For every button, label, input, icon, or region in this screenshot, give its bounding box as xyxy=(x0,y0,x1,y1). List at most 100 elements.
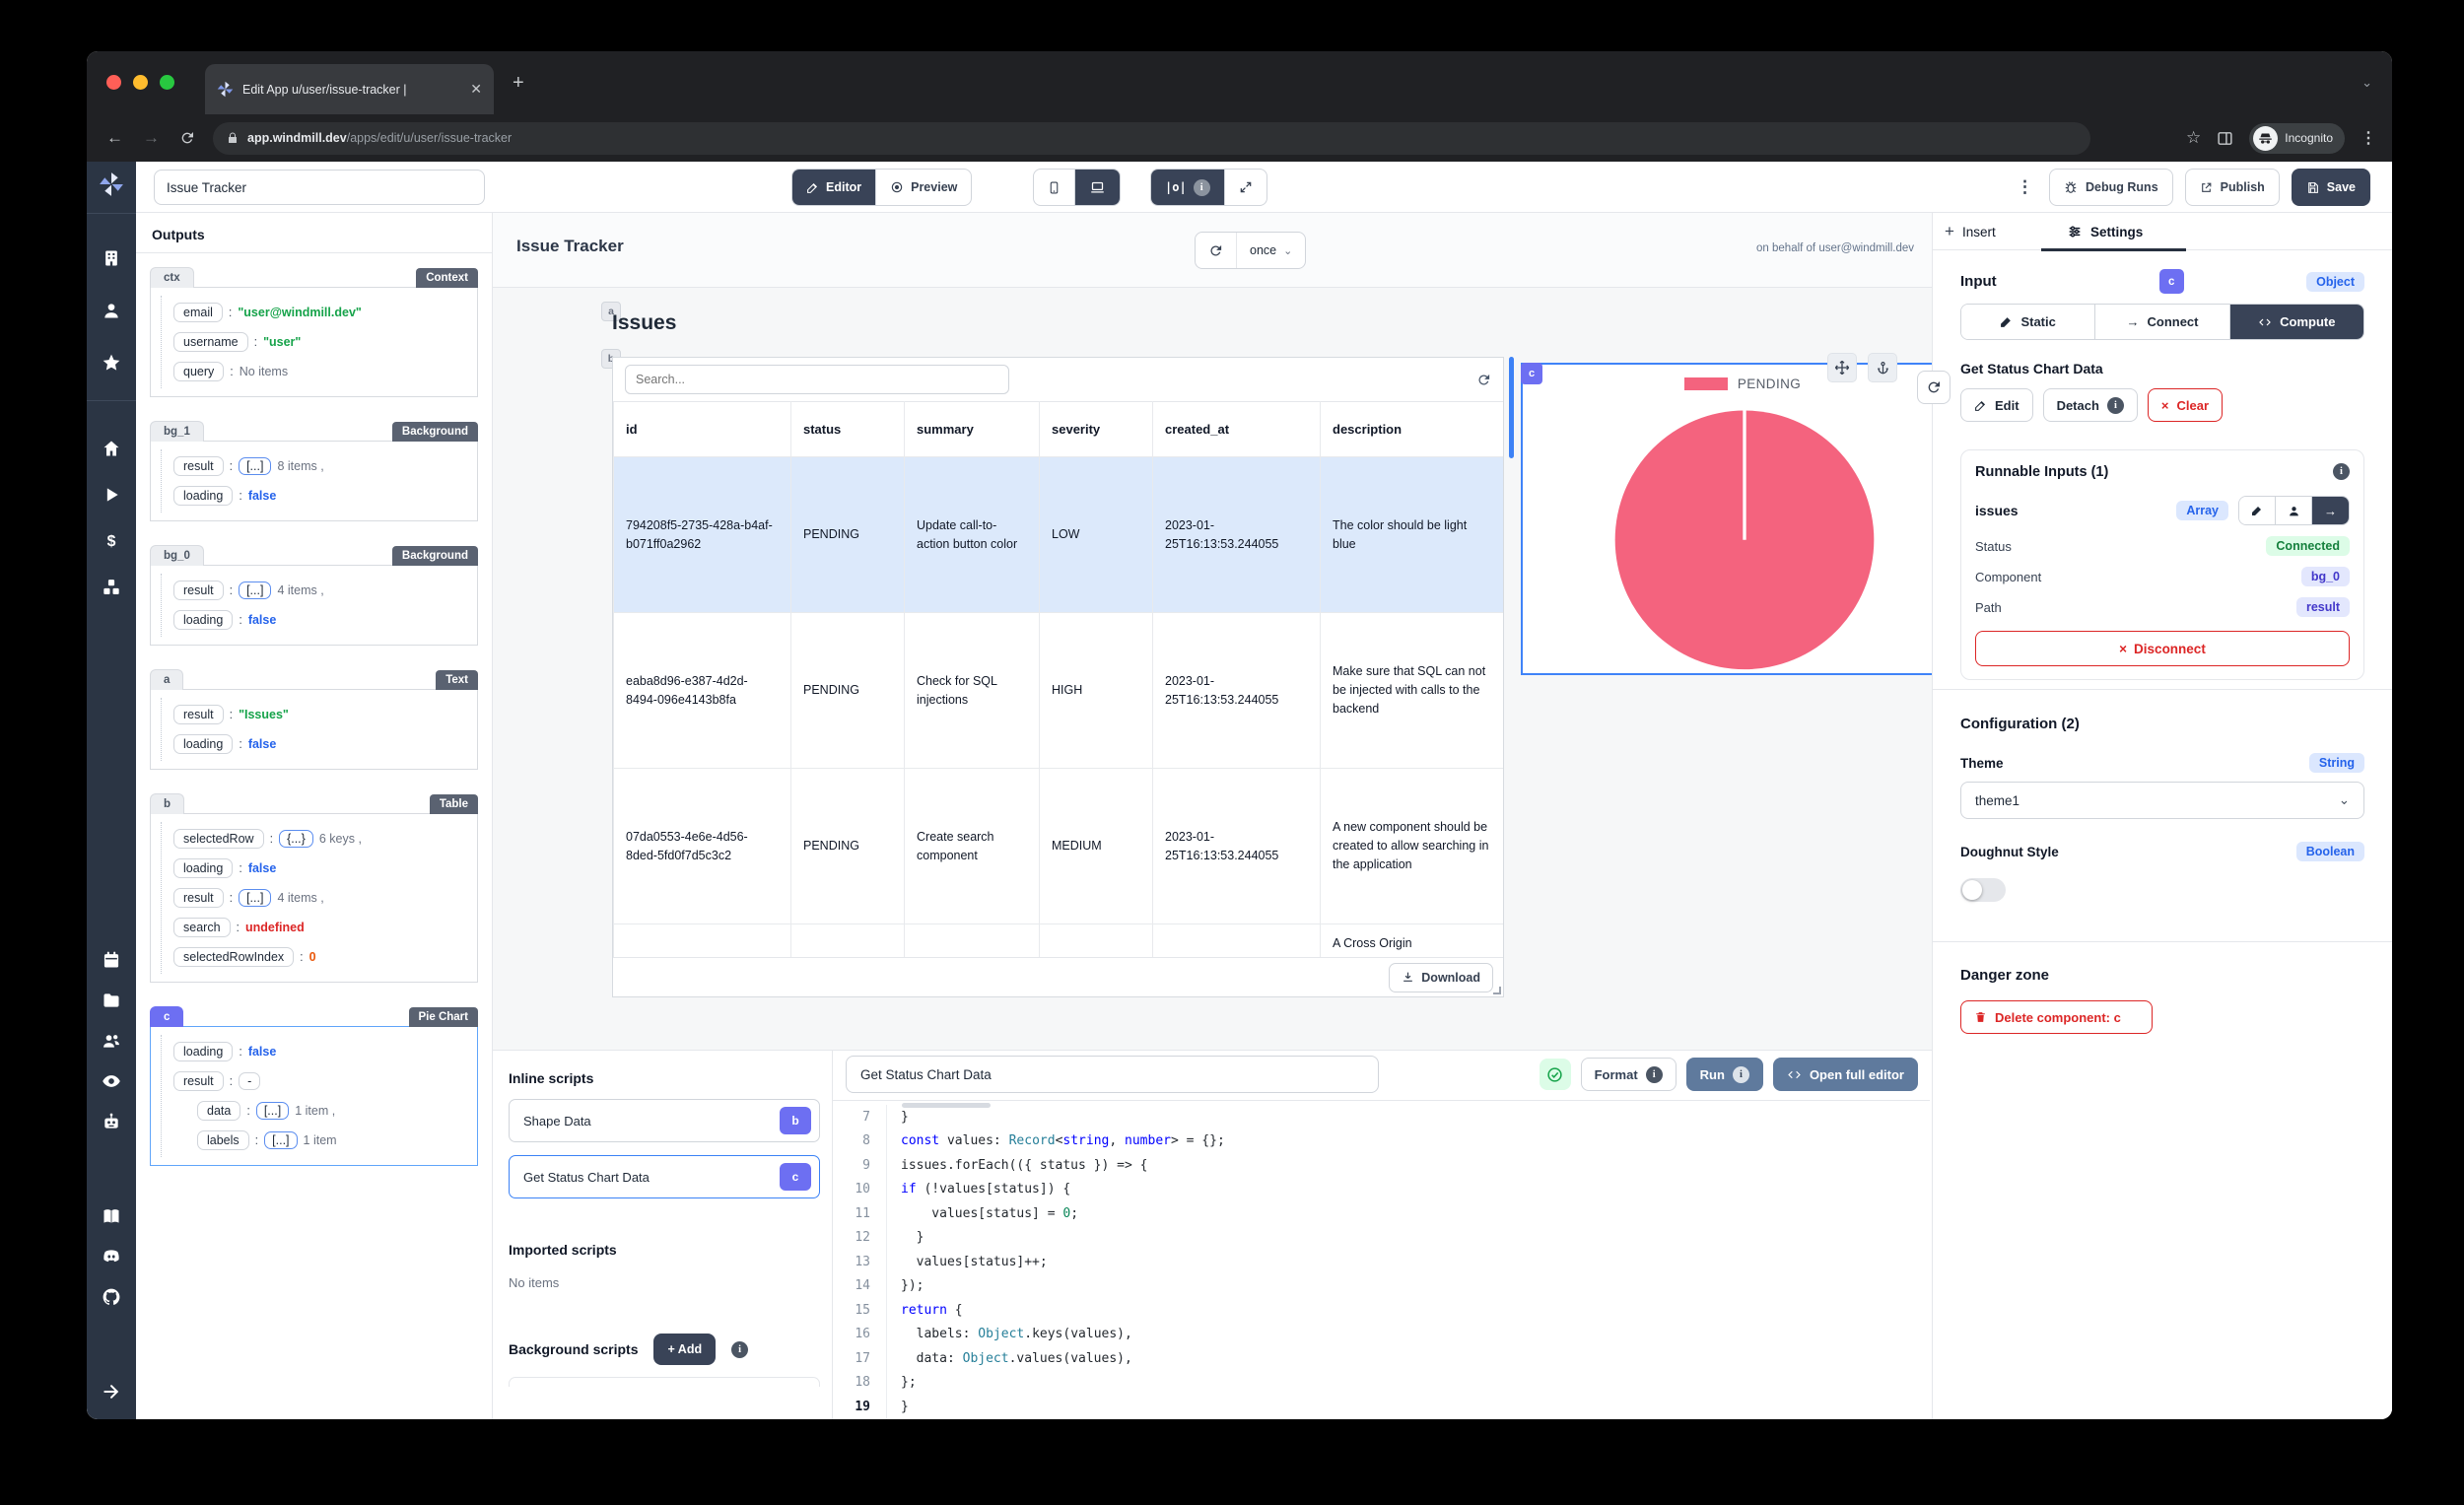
building-icon[interactable] xyxy=(102,248,121,268)
field-key[interactable]: query xyxy=(173,362,225,381)
detach-button[interactable]: Detach i xyxy=(2042,388,2138,422)
field-key[interactable]: result xyxy=(173,1071,224,1091)
field-key[interactable]: email xyxy=(173,303,223,322)
disconnect-button[interactable]: × Disconnect xyxy=(1975,631,2350,666)
issues-title[interactable]: Issues xyxy=(612,311,677,334)
canvas-refresh-button[interactable] xyxy=(1196,233,1237,268)
edit-script-button[interactable]: Edit xyxy=(1960,388,2033,422)
book-icon[interactable] xyxy=(102,1206,121,1226)
inline-script-item[interactable]: Shape Data b xyxy=(509,1099,820,1142)
app-name-input[interactable] xyxy=(154,170,485,205)
add-background-script-button[interactable]: + Add xyxy=(653,1334,717,1365)
table-search-input[interactable] xyxy=(625,365,1009,394)
field-key[interactable]: search xyxy=(173,918,231,937)
users-icon[interactable] xyxy=(102,1031,121,1051)
new-tab-button[interactable]: + xyxy=(513,72,524,94)
field-key[interactable]: result xyxy=(173,888,224,908)
table-row[interactable]: 07da0553-4e6e-4d56-8ded-5fd0f7d5c3c2 PEND… xyxy=(613,768,1503,924)
star-icon[interactable] xyxy=(102,353,121,373)
url-bar[interactable]: app.windmill.dev/apps/edit/u/user/issue-… xyxy=(213,121,2090,155)
table-refresh-icon[interactable] xyxy=(1476,373,1491,387)
browser-menu-icon[interactable]: ⋮ xyxy=(2361,130,2376,147)
connect-arg-button[interactable]: → xyxy=(2312,497,2349,524)
column-header-description[interactable]: description xyxy=(1320,401,1503,457)
tab-close-icon[interactable]: ✕ xyxy=(470,81,482,97)
publish-button[interactable]: Publish xyxy=(2184,169,2280,206)
canvas-scrollbar[interactable] xyxy=(1509,357,1514,458)
component-a-badge[interactable]: a xyxy=(601,302,621,321)
field-key[interactable]: data xyxy=(197,1101,241,1121)
editor-mode-button[interactable]: Editor xyxy=(792,170,877,205)
inline-script-item[interactable]: Get Status Chart Data c xyxy=(509,1155,820,1198)
folder-icon[interactable] xyxy=(102,991,121,1010)
fullscreen-button[interactable] xyxy=(1225,170,1266,205)
mobile-view-button[interactable] xyxy=(1034,170,1075,205)
delete-component-button[interactable]: Delete component: c xyxy=(1960,1000,2153,1034)
static-arg-button[interactable] xyxy=(2239,497,2276,524)
github-icon[interactable] xyxy=(102,1287,121,1307)
user-arg-button[interactable] xyxy=(2276,497,2312,524)
output-block-id[interactable]: b xyxy=(150,793,185,814)
dollar-icon[interactable]: $ xyxy=(102,531,121,551)
play-icon[interactable] xyxy=(102,485,121,505)
tab-insert[interactable]: + Insert xyxy=(1945,222,1996,240)
back-icon[interactable]: ← xyxy=(106,128,123,147)
expand-pill[interactable]: [...] xyxy=(239,457,272,475)
move-handle[interactable] xyxy=(1827,353,1857,382)
save-button[interactable]: Save xyxy=(2291,169,2370,206)
doughnut-toggle[interactable] xyxy=(1960,878,2006,902)
table-row[interactable]: eaba8d96-e387-4d2d-8494-096e4143b8fa PEND… xyxy=(613,612,1503,769)
output-block-id[interactable]: a xyxy=(150,669,184,690)
cubes-icon[interactable] xyxy=(102,578,121,597)
scrollbar[interactable] xyxy=(902,1103,991,1108)
column-header-created_at[interactable]: created_at xyxy=(1152,401,1321,457)
bookmark-star-icon[interactable]: ☆ xyxy=(2186,128,2202,147)
expand-pill[interactable]: [...] xyxy=(255,1102,290,1120)
output-block-id[interactable]: bg_1 xyxy=(150,421,204,442)
field-key[interactable]: selectedRowIndex xyxy=(173,947,295,967)
chart-refresh-button[interactable] xyxy=(1917,371,1951,404)
discord-icon[interactable] xyxy=(102,1247,121,1266)
browser-tab[interactable]: Edit App u/user/issue-tracker | ✕ xyxy=(205,64,494,114)
tab-settings[interactable]: Settings xyxy=(2067,213,2143,250)
debug-runs-button[interactable]: Debug Runs xyxy=(2049,169,2173,206)
collapse-rail-icon[interactable] xyxy=(102,1382,121,1402)
output-block-id[interactable]: c xyxy=(150,1006,184,1027)
column-header-status[interactable]: status xyxy=(790,401,905,457)
field-key[interactable]: username xyxy=(173,332,248,352)
window-close-button[interactable] xyxy=(106,75,121,90)
side-panel-icon[interactable] xyxy=(2217,130,2233,147)
field-key[interactable]: result xyxy=(173,705,224,724)
field-key[interactable]: loading xyxy=(173,734,234,754)
tab-search-chevron-icon[interactable]: ⌄ xyxy=(2361,75,2372,90)
connect-mode-button[interactable]: → Connect xyxy=(2095,305,2230,339)
output-block-id[interactable]: bg_0 xyxy=(150,545,204,566)
expand-pill[interactable]: [...] xyxy=(239,581,272,599)
home-icon[interactable] xyxy=(102,439,121,458)
anchor-button[interactable] xyxy=(1868,353,1897,382)
column-header-severity[interactable]: severity xyxy=(1039,401,1153,457)
column-header-summary[interactable]: summary xyxy=(904,401,1040,457)
clear-button[interactable]: × Clear xyxy=(2147,388,2224,422)
open-full-editor-button[interactable]: Open full editor xyxy=(1772,1058,1918,1091)
refresh-mode-dropdown[interactable]: once ⌄ xyxy=(1250,243,1293,257)
field-key[interactable]: loading xyxy=(173,486,234,506)
preview-mode-button[interactable]: Preview xyxy=(876,170,971,205)
expand-pill[interactable]: {...} xyxy=(279,830,313,848)
theme-select[interactable]: theme1 ⌄ xyxy=(1960,782,2364,819)
output-block-id[interactable]: ctx xyxy=(150,267,194,288)
field-key[interactable]: loading xyxy=(173,858,234,878)
format-button[interactable]: Format i xyxy=(1580,1058,1677,1091)
eye-icon[interactable] xyxy=(102,1071,121,1091)
field-key[interactable]: selectedRow xyxy=(173,829,264,849)
outputs-toggle-button[interactable]: |o| i xyxy=(1151,170,1225,205)
user-icon[interactable] xyxy=(102,301,121,320)
code-editor[interactable]: 7} 8 const values: Record < string, number > … xyxy=(833,1100,1930,1419)
desktop-view-button[interactable] xyxy=(1075,170,1120,205)
download-button[interactable]: Download xyxy=(1389,962,1493,992)
table-row[interactable]: 794208f5-2735-428a-b4af-b071ff0a2962 PEND… xyxy=(613,456,1503,613)
component-c-badge[interactable]: c xyxy=(1521,363,1542,384)
run-button[interactable]: Run i xyxy=(1685,1058,1763,1091)
reload-icon[interactable] xyxy=(179,130,195,146)
robot-icon[interactable] xyxy=(102,1112,121,1131)
